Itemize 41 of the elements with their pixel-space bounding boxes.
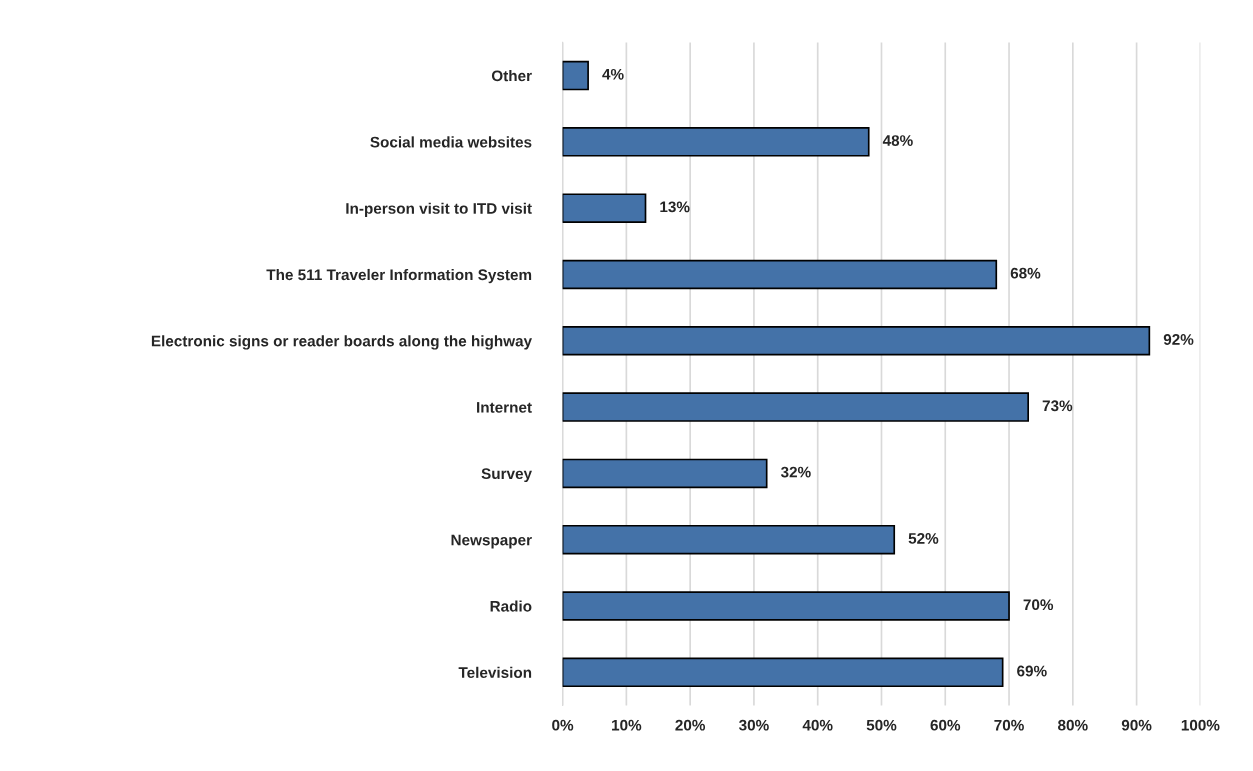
bar <box>562 392 1030 422</box>
x-tick-label: 30% <box>738 719 769 731</box>
x-tick-label: 90% <box>1121 719 1152 731</box>
bar <box>562 657 1004 688</box>
y-tick-label: Television <box>458 666 532 678</box>
bar <box>562 591 1010 621</box>
x-tick-label: 60% <box>930 719 961 731</box>
y-tick-label: Social media websites <box>370 136 532 148</box>
bar <box>562 60 589 91</box>
x-tick-label: 20% <box>675 719 706 731</box>
bar <box>562 326 1151 356</box>
data-label: 4% <box>602 68 624 80</box>
bar <box>562 524 896 555</box>
data-label: 92% <box>1163 334 1194 345</box>
x-tick-label: 40% <box>802 719 833 731</box>
y-tick-label: In-person visit to ITD visit <box>346 202 532 217</box>
y-tick-label: Internet <box>477 402 532 413</box>
y-tick-label: The 511 Traveler Information System <box>266 268 532 284</box>
data-label: 32% <box>780 466 811 478</box>
x-tick-label: 10% <box>612 719 642 731</box>
data-label: 52% <box>908 532 939 544</box>
data-label: 69% <box>1017 665 1047 677</box>
x-tick-label: 100% <box>1181 719 1220 731</box>
x-tick-label: 70% <box>994 719 1024 731</box>
data-label: 73% <box>1042 400 1073 412</box>
y-tick-label: Other <box>491 70 532 82</box>
bar <box>562 127 870 157</box>
x-tick-label: 80% <box>1058 719 1088 731</box>
data-label: 70% <box>1023 599 1054 611</box>
data-label: 48% <box>882 135 913 146</box>
x-tick-label: 50% <box>866 719 897 731</box>
y-tick-label: Newspaper <box>451 534 532 549</box>
y-tick-label: Radio <box>490 600 532 612</box>
bar <box>562 458 768 489</box>
bar <box>562 259 998 290</box>
y-tick-label: Survey <box>481 468 532 483</box>
x-tick-label: 0% <box>552 719 574 731</box>
y-tick-label: Electronic signs or reader boards along the highway <box>151 335 532 350</box>
bar <box>562 193 647 223</box>
data-label: 68% <box>1010 267 1041 279</box>
data-label: 13% <box>660 201 690 213</box>
